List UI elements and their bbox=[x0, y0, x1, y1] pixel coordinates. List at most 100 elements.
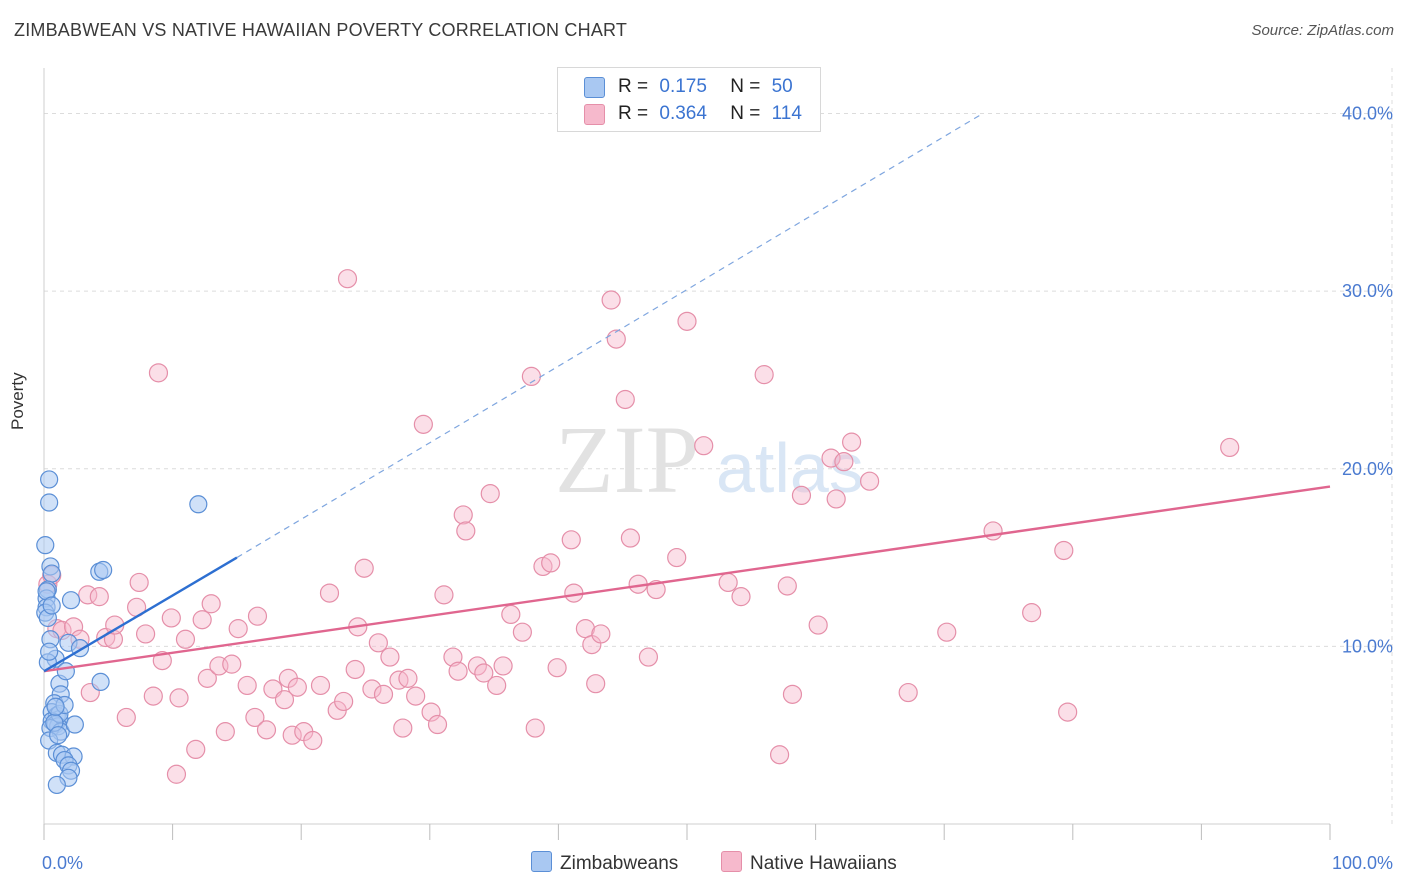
data-point-native-hawaiian bbox=[443, 647, 463, 667]
y-axis-label: Poverty bbox=[8, 372, 27, 430]
data-point-native-hawaiian bbox=[547, 658, 567, 678]
data-point-zimbabwean bbox=[42, 564, 61, 583]
legend-n-label: N = bbox=[730, 76, 761, 97]
data-point-native-hawaiian bbox=[808, 615, 828, 635]
data-point-native-hawaiian bbox=[282, 725, 302, 745]
data-point-native-hawaiian bbox=[201, 594, 221, 614]
data-point-native-hawaiian bbox=[791, 485, 812, 506]
data-point-native-hawaiian bbox=[169, 688, 189, 708]
data-point-native-hawaiian bbox=[89, 587, 109, 607]
data-point-native-hawaiian bbox=[345, 659, 365, 680]
data-point-native-hawaiian bbox=[247, 606, 268, 626]
data-point-native-hawaiian bbox=[525, 718, 545, 738]
data-point-native-hawaiian bbox=[777, 576, 797, 596]
trend-line-native-hawaiians bbox=[43, 485, 1331, 673]
trend-line-zimbabweans bbox=[43, 556, 238, 673]
data-point-native-hawaiian bbox=[303, 730, 323, 751]
zimbabweans-points bbox=[36, 470, 208, 795]
data-point-zimbabwean bbox=[65, 715, 84, 734]
data-point-zimbabwean bbox=[189, 495, 208, 514]
data-point-native-hawaiian bbox=[615, 389, 635, 410]
data-point-native-hawaiian bbox=[561, 530, 581, 550]
data-point-native-hawaiian bbox=[541, 553, 561, 573]
legend-n-value: 114 bbox=[771, 103, 802, 124]
data-point-native-hawaiian bbox=[192, 610, 212, 630]
data-point-native-hawaiian bbox=[166, 764, 187, 784]
data-point-native-hawaiian bbox=[586, 674, 606, 694]
tick-labels: 10.0% 20.0% 30.0% 40.0% 0.0% 100.0% bbox=[42, 104, 1393, 873]
data-point-native-hawaiian bbox=[148, 363, 169, 383]
legend-r-value: 0.364 bbox=[659, 103, 707, 124]
data-point-native-hawaiian bbox=[601, 290, 621, 310]
series-label: Native Hawaiians bbox=[750, 853, 897, 874]
data-point-zimbabwean bbox=[47, 775, 66, 795]
data-point-native-hawaiian bbox=[480, 484, 500, 504]
data-point-native-hawaiian bbox=[215, 722, 235, 742]
data-point-native-hawaiian bbox=[368, 633, 388, 653]
data-point-native-hawaiian bbox=[337, 269, 358, 289]
data-point-zimbabwean bbox=[40, 470, 59, 489]
legend-n-label: N = bbox=[730, 103, 761, 124]
data-point-native-hawaiian bbox=[718, 572, 738, 593]
data-point-native-hawaiian bbox=[228, 619, 248, 639]
data-point-native-hawaiian bbox=[393, 718, 413, 738]
data-point-native-hawaiian bbox=[983, 521, 1003, 541]
data-point-native-hawaiian bbox=[135, 624, 156, 644]
x-tick-label-max: 100.0% bbox=[1332, 853, 1393, 873]
legend-r-label: R = bbox=[618, 103, 649, 124]
data-point-native-hawaiian bbox=[406, 686, 426, 706]
data-point-native-hawaiian bbox=[197, 668, 217, 688]
legend-swatch-pink bbox=[584, 104, 605, 125]
data-point-native-hawaiian bbox=[731, 587, 751, 607]
data-point-zimbabwean bbox=[42, 596, 61, 615]
data-point-native-hawaiian bbox=[677, 311, 697, 331]
y-tick-label: 30.0% bbox=[1342, 281, 1393, 301]
data-point-native-hawaiian bbox=[413, 414, 433, 434]
data-point-native-hawaiian bbox=[898, 682, 918, 703]
series-swatch-blue bbox=[531, 851, 552, 872]
y-tick-label: 40.0% bbox=[1342, 104, 1393, 124]
data-point-native-hawaiian bbox=[256, 720, 277, 740]
data-point-native-hawaiian bbox=[782, 684, 803, 704]
data-point-native-hawaiian bbox=[398, 668, 418, 688]
data-point-native-hawaiian bbox=[1022, 603, 1042, 623]
y-tick-label: 10.0% bbox=[1342, 636, 1393, 656]
data-point-native-hawaiian bbox=[620, 528, 641, 548]
data-point-native-hawaiian bbox=[694, 436, 714, 456]
data-point-native-hawaiian bbox=[237, 675, 257, 696]
watermark-atlas: atlas bbox=[716, 429, 864, 507]
series-label: Zimbabweans bbox=[560, 853, 679, 874]
data-point-native-hawaiian bbox=[456, 521, 476, 541]
data-point-native-hawaiian bbox=[129, 572, 149, 593]
data-point-native-hawaiian bbox=[638, 647, 659, 667]
legend-r-label: R = bbox=[618, 76, 649, 97]
data-point-native-hawaiian bbox=[222, 654, 242, 674]
data-point-native-hawaiian bbox=[501, 604, 521, 625]
source-label: Source: ZipAtlas.com bbox=[1251, 22, 1394, 39]
legend-n-value: 50 bbox=[771, 76, 793, 97]
watermark-zip: ZIP bbox=[555, 406, 699, 513]
x-tick-label-min: 0.0% bbox=[42, 853, 83, 873]
data-point-native-hawaiian bbox=[606, 329, 626, 349]
data-point-native-hawaiian bbox=[754, 365, 774, 385]
data-point-native-hawaiian bbox=[319, 583, 340, 603]
data-point-zimbabwean bbox=[91, 672, 110, 692]
data-point-native-hawaiian bbox=[427, 714, 448, 735]
data-point-native-hawaiian bbox=[834, 452, 854, 472]
trend-lines bbox=[43, 113, 1331, 673]
data-point-zimbabwean bbox=[40, 493, 59, 512]
data-point-native-hawaiian bbox=[448, 661, 468, 681]
series-legend-zimbabweans[interactable]: Zimbabweans bbox=[531, 851, 678, 875]
series-legend-native-hawaiians[interactable]: Native Hawaiians bbox=[721, 851, 897, 875]
axes bbox=[43, 68, 1331, 840]
data-point-native-hawaiian bbox=[842, 432, 862, 452]
data-point-native-hawaiian bbox=[245, 707, 265, 728]
data-point-native-hawaiian bbox=[487, 675, 507, 696]
data-point-zimbabwean bbox=[46, 697, 65, 716]
data-point-native-hawaiian bbox=[354, 558, 374, 578]
data-point-native-hawaiian bbox=[161, 608, 181, 628]
chart-title: ZIMBABWEAN VS NATIVE HAWAIIAN POVERTY CO… bbox=[14, 20, 628, 40]
data-point-native-hawaiian bbox=[453, 505, 473, 525]
data-point-native-hawaiian bbox=[591, 624, 611, 644]
data-point-native-hawaiian bbox=[143, 686, 163, 706]
